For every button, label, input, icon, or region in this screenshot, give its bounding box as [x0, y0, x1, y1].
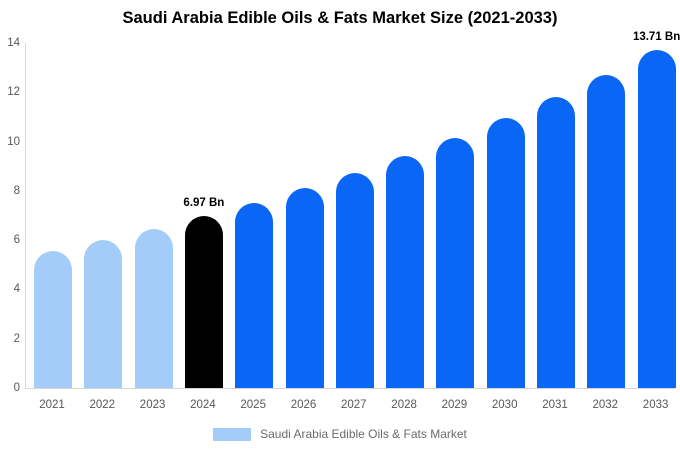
x-tick-2029: 2029 [441, 399, 468, 411]
x-tick-2030: 2030 [491, 399, 518, 411]
plot-area: 6.97 Bn 13.71 Bn [25, 31, 680, 389]
x-axis-ticks: 2021 2022 2023 2024 2025 2026 2027 2028 2029 2030… [25, 399, 674, 415]
legend-label: Saudi Arabia Edible Oils & Fats Market [260, 427, 467, 441]
y-tick-12: 12 [7, 86, 20, 99]
x-tick-2026: 2026 [290, 399, 317, 411]
x-tick-2032: 2032 [592, 399, 619, 411]
y-tick-8: 8 [13, 184, 20, 197]
legend-item[interactable]: Saudi Arabia Edible Oils & Fats Market [0, 426, 680, 442]
y-tick-6: 6 [13, 234, 20, 247]
value-label-2024: 6.97 Bn [183, 197, 225, 210]
x-tick-2028: 2028 [391, 399, 417, 411]
bar-2029[interactable] [436, 137, 475, 388]
bar-2031[interactable] [537, 97, 575, 388]
x-tick-2022: 2022 [89, 399, 116, 411]
bar-2027[interactable] [335, 172, 374, 388]
value-label-2033: 13.71 Bn [632, 31, 680, 44]
x-tick-2027: 2027 [341, 399, 367, 411]
bar-2028[interactable] [386, 155, 425, 388]
y-tick-0: 0 [13, 382, 20, 394]
x-tick-2024: 2024 [190, 399, 216, 411]
x-tick-2033: 2033 [642, 399, 669, 411]
bar-2025[interactable] [235, 202, 274, 388]
bar-2030[interactable] [486, 118, 525, 388]
y-axis-ticks: 0 2 4 6 8 10 12 14 [0, 37, 20, 394]
y-tick-2: 2 [13, 332, 20, 345]
bar-2026[interactable] [285, 188, 324, 388]
x-tick-2025: 2025 [240, 399, 266, 411]
bar-2033[interactable] [637, 50, 676, 388]
x-tick-2021: 2021 [39, 399, 65, 411]
y-tick-10: 10 [7, 135, 20, 148]
x-tick-2031: 2031 [542, 399, 568, 411]
bar-2022[interactable] [84, 240, 123, 388]
chart-title: Saudi Arabia Edible Oils & Fats Market S… [122, 9, 558, 27]
x-tick-2023: 2023 [139, 399, 166, 411]
bar-2021[interactable] [34, 251, 72, 388]
bar-2032[interactable] [587, 74, 626, 388]
y-tick-14: 14 [7, 37, 20, 49]
legend-swatch [213, 427, 252, 441]
y-tick-4: 4 [13, 283, 20, 296]
bar-2024[interactable] [184, 216, 223, 388]
bar-2023[interactable] [134, 228, 173, 388]
